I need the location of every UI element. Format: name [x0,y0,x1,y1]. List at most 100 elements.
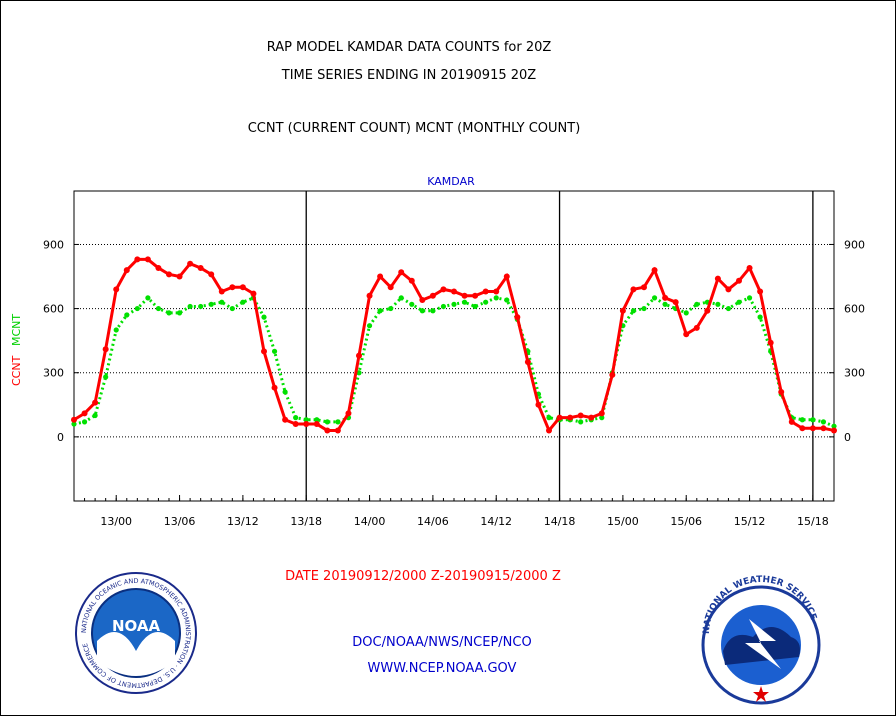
data-point-mcnt [229,305,235,312]
data-point-mcnt [440,303,447,310]
series-group [71,256,837,434]
data-point-ccnt [419,297,426,304]
x-tick-label: 14/18 [544,515,576,528]
y-label-ccnt: CCNT [10,355,23,386]
data-point-ccnt [71,416,77,423]
x-tick-label: 14/12 [480,515,512,528]
data-point-ccnt [377,273,384,280]
org-line: DOC/NOAA/NWS/NCEP/NCO [352,635,531,650]
y-tick-label-left: 300 [43,367,64,380]
data-point-ccnt [788,418,795,425]
data-point-ccnt [292,421,299,428]
data-point-mcnt [398,295,404,301]
data-point-ccnt [567,414,574,421]
plot-title: KAMDAR [427,175,475,188]
data-point-mcnt [599,415,605,421]
data-point-mcnt [662,301,668,307]
data-point-mcnt [261,314,267,320]
chart-subtitle: CCNT (CURRENT COUNT) MCNT (MONTHLY COUNT… [248,121,581,136]
data-point-ccnt [535,401,542,408]
x-tick-label: 13/18 [290,515,322,528]
data-point-ccnt [398,269,405,276]
url-line: WWW.NCEP.NOAA.GOV [368,661,517,676]
y-tick-label-left: 900 [43,238,64,251]
plot-area [73,190,835,502]
data-point-ccnt [166,271,172,278]
data-point-ccnt [461,292,468,299]
data-point-mcnt [324,419,330,425]
data-point-mcnt [831,423,837,429]
data-point-mcnt [113,327,119,333]
data-point-ccnt [799,425,806,432]
data-point-ccnt [714,275,721,282]
noaa-logo: NATIONAL OCEANIC AND ATMOSPHERIC ADMINIS… [75,572,197,694]
data-point-mcnt [746,295,753,301]
data-point-ccnt [144,256,151,263]
data-point-ccnt [282,416,289,423]
y-tick-label-left: 0 [57,431,64,444]
data-point-ccnt [767,339,774,346]
data-point-ccnt [831,427,837,434]
data-point-mcnt [166,310,172,316]
data-point-ccnt [598,410,605,417]
y-tick-label-right: 300 [844,367,865,380]
data-point-ccnt [324,427,331,434]
data-point-ccnt [493,288,500,295]
data-point-ccnt [81,410,88,417]
data-point-mcnt [725,305,732,312]
series-line-ccnt [73,257,835,434]
x-tick-label: 15/00 [607,515,639,528]
data-point-mcnt [219,299,225,305]
y-tick-label-right: 0 [844,431,851,444]
data-point-mcnt [683,310,689,316]
y-tick-label-right: 600 [844,303,865,316]
data-point-ccnt [482,288,489,295]
data-point-mcnt [176,310,183,316]
data-point-ccnt [366,292,373,299]
data-point-ccnt [250,290,257,297]
data-point-ccnt [472,292,479,299]
data-point-mcnt [356,370,362,376]
data-point-ccnt [556,414,563,421]
data-point-ccnt [588,414,595,421]
data-point-mcnt [282,389,288,395]
data-point-mcnt [314,417,320,423]
x-tick-label: 14/00 [354,515,386,528]
grid-lines [74,191,834,501]
data-point-ccnt [704,307,711,314]
data-point-ccnt [345,410,352,417]
nws-star-icon [753,686,769,702]
data-point-mcnt [103,374,109,380]
data-point-ccnt [609,371,616,378]
data-point-ccnt [176,273,183,280]
data-point-ccnt [683,331,690,338]
x-tick-label: 13/12 [227,515,259,528]
nws-logo: NATIONAL WEATHER SERVICE [701,575,821,705]
data-point-mcnt [651,295,658,301]
data-point-ccnt [271,384,278,391]
data-point-mcnt [641,305,647,312]
data-point-mcnt [240,299,246,305]
data-point-mcnt [715,301,721,307]
data-point-mcnt [483,299,489,305]
data-point-ccnt [757,288,764,295]
data-point-mcnt [451,301,457,307]
data-point-ccnt [514,314,521,321]
data-point-ccnt [778,388,785,395]
data-point-mcnt [630,308,637,314]
data-point-ccnt [155,264,162,271]
data-point-ccnt [239,284,246,291]
data-point-ccnt [102,346,109,353]
data-point-mcnt [388,305,394,312]
y-tick-label-left: 600 [43,303,64,316]
data-point-mcnt [578,419,584,425]
noaa-logo-text: NOAA [112,617,161,635]
data-point-mcnt [303,417,309,423]
data-point-mcnt [472,303,478,310]
data-point-mcnt [293,415,299,421]
data-point-mcnt [504,297,510,303]
data-point-ccnt [134,256,141,263]
data-point-ccnt [672,299,679,306]
